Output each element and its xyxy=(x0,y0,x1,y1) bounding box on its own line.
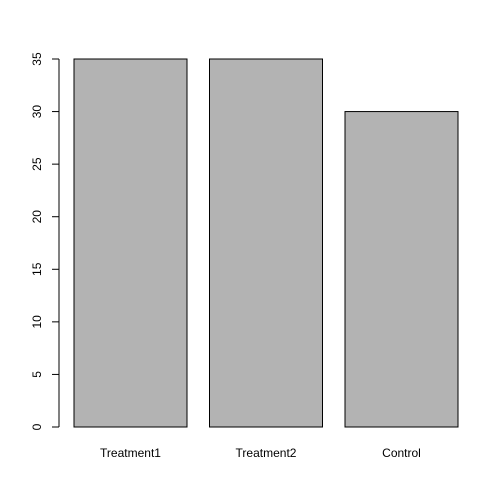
bar-treatment2 xyxy=(209,58,323,428)
y-tick-label: 20 xyxy=(30,210,44,224)
y-tick-label: 10 xyxy=(30,315,44,329)
y-tick-label: 30 xyxy=(30,105,44,119)
y-tick-label: 0 xyxy=(30,423,44,430)
x-tick-label: Control xyxy=(382,446,421,460)
y-tick-label: 15 xyxy=(30,262,44,276)
x-axis-labels: Treatment1 Treatment2 Control xyxy=(100,446,421,460)
bar-control xyxy=(344,111,459,428)
y-tick-label: 25 xyxy=(30,157,44,171)
y-axis: 0 5 10 15 20 25 30 35 xyxy=(30,52,60,430)
bar-treatment1 xyxy=(73,58,188,428)
bars-group xyxy=(73,58,459,428)
x-tick-label: Treatment1 xyxy=(100,446,161,460)
x-tick-label: Treatment2 xyxy=(236,446,297,460)
y-tick-label: 5 xyxy=(30,371,44,378)
y-tick-label: 35 xyxy=(30,52,44,66)
